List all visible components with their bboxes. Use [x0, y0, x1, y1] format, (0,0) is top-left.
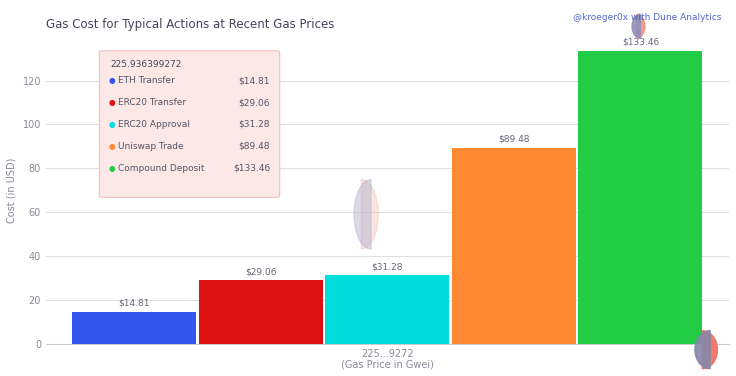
Text: Gas Cost for Typical Actions at Recent Gas Prices: Gas Cost for Typical Actions at Recent G… [46, 18, 334, 31]
Text: Dune
Analytics: Dune Analytics [459, 169, 560, 212]
Text: ●: ● [108, 76, 115, 85]
Text: $14.81: $14.81 [238, 76, 270, 85]
Y-axis label: Cost (in USD): Cost (in USD) [7, 158, 17, 223]
Bar [452, 147, 576, 344]
Text: Compound Deposit: Compound Deposit [118, 164, 205, 173]
Text: $14.81: $14.81 [118, 299, 150, 308]
Wedge shape [637, 14, 645, 38]
Text: $89.48: $89.48 [238, 142, 270, 151]
Text: ETH Transfer: ETH Transfer [118, 76, 174, 85]
Bar [199, 280, 323, 344]
Wedge shape [695, 331, 710, 369]
Text: $133.46: $133.46 [233, 164, 270, 173]
Text: ERC20 Approval: ERC20 Approval [118, 120, 190, 129]
Text: ●: ● [108, 164, 115, 173]
Text: $29.06: $29.06 [245, 267, 277, 276]
Text: $89.48: $89.48 [498, 135, 530, 144]
X-axis label: (Gas Price in Gwei): (Gas Price in Gwei) [341, 359, 434, 369]
Text: ERC20 Transfer: ERC20 Transfer [118, 98, 186, 107]
Wedge shape [702, 331, 718, 369]
Text: ●: ● [108, 120, 115, 129]
Text: ●: ● [108, 142, 115, 151]
Wedge shape [361, 180, 378, 249]
Bar [325, 276, 450, 344]
Bar [72, 312, 197, 344]
Wedge shape [354, 180, 371, 249]
Text: $29.06: $29.06 [238, 98, 270, 107]
Text: $31.28: $31.28 [238, 120, 270, 129]
Text: $31.28: $31.28 [372, 262, 403, 271]
Text: $133.46: $133.46 [622, 38, 659, 47]
Text: ●: ● [108, 98, 115, 107]
Text: 225.936399272: 225.936399272 [110, 60, 182, 69]
Text: Uniswap Trade: Uniswap Trade [118, 142, 183, 151]
Wedge shape [632, 14, 640, 38]
Text: @kroeger0x with Dune Analytics: @kroeger0x with Dune Analytics [573, 13, 721, 22]
Bar [578, 51, 702, 344]
